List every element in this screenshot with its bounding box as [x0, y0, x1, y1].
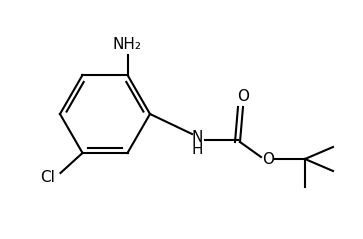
Text: H: H: [191, 141, 203, 157]
Text: O: O: [237, 88, 249, 103]
Text: Cl: Cl: [40, 170, 55, 185]
Text: N: N: [191, 130, 203, 145]
Text: NH₂: NH₂: [113, 37, 142, 52]
Text: O: O: [262, 152, 274, 167]
